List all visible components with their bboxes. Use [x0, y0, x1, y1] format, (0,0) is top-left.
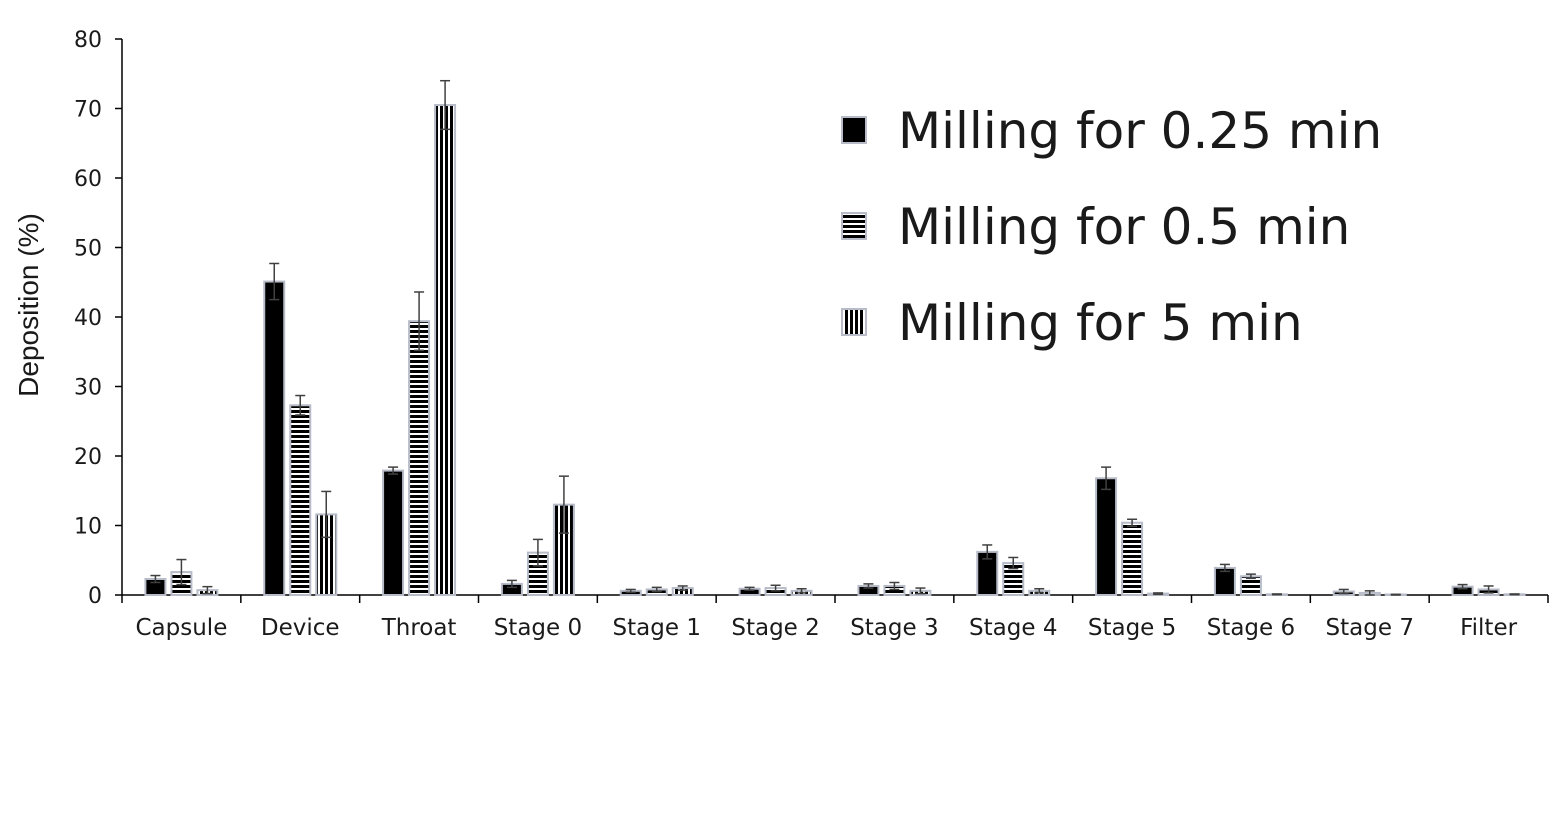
y-tick-label: 40 — [74, 306, 102, 331]
error-bar — [1245, 573, 1256, 580]
error-bar — [150, 574, 161, 584]
error-bar — [982, 544, 993, 560]
legend: Milling for 0.25 min Milling for 0.5 min M… — [841, 102, 1382, 352]
x-category-label: Device — [261, 615, 340, 641]
error-bar — [915, 587, 926, 595]
error-bar — [176, 558, 187, 586]
error-bar — [1509, 593, 1520, 596]
error-bar — [863, 583, 874, 589]
bar — [1095, 477, 1118, 596]
bar — [263, 280, 286, 596]
y-tick-label: 70 — [74, 98, 102, 123]
error-bar — [1034, 587, 1045, 594]
error-bar — [1271, 593, 1282, 596]
y-tick-label: 50 — [74, 237, 102, 262]
error-bar — [889, 581, 900, 591]
y-tick-label: 20 — [74, 445, 102, 470]
x-category-label: Throat — [381, 615, 457, 641]
x-category-label: Filter — [1460, 615, 1518, 641]
x-category-label: Stage 0 — [494, 615, 582, 641]
bar — [434, 104, 457, 597]
legend-item: Milling for 0.25 min — [841, 102, 1382, 160]
error-bar — [1338, 588, 1349, 595]
x-axis-ticks: Capsule Device Throat Stage 0 Stage 1 Stage 2… — [121, 595, 1549, 641]
error-bar — [770, 584, 781, 592]
y-tick-label: 10 — [74, 515, 102, 540]
error-bar — [388, 466, 399, 475]
y-axis-ticks: 0 10 20 30 40 50 60 70 80 — [74, 28, 122, 609]
error-bar — [440, 79, 451, 131]
bar — [382, 469, 405, 596]
legend-item: Milling for 5 min — [841, 294, 1303, 352]
error-bar — [625, 588, 636, 593]
error-bar — [1390, 593, 1401, 596]
y-tick-label: 60 — [74, 167, 102, 192]
x-category-label: Capsule — [135, 615, 227, 641]
error-bar — [295, 394, 306, 416]
error-bar — [796, 587, 807, 594]
error-bar — [1457, 583, 1468, 590]
error-bar — [1219, 563, 1230, 573]
legend-swatch — [841, 212, 867, 240]
legend-label: Milling for 0.5 min — [898, 198, 1350, 256]
error-bar — [506, 579, 517, 589]
legend-label: Milling for 0.25 min — [898, 102, 1382, 160]
legend-label: Milling for 5 min — [898, 294, 1303, 352]
error-bar — [651, 586, 662, 593]
bar — [408, 320, 431, 596]
x-category-label: Stage 1 — [613, 615, 701, 641]
error-bars-group — [150, 79, 1520, 596]
x-category-label: Stage 3 — [850, 615, 938, 641]
x-category-label: Stage 5 — [1088, 615, 1176, 641]
y-tick-label: 80 — [74, 28, 102, 53]
bar — [289, 404, 312, 597]
bar — [1121, 521, 1144, 596]
legend-item: Milling for 0.5 min — [841, 198, 1350, 256]
error-bar — [1127, 518, 1138, 527]
x-category-label: Stage 6 — [1207, 615, 1295, 641]
error-bar — [269, 262, 280, 301]
error-bar — [558, 475, 569, 534]
y-tick-label: 0 — [88, 584, 102, 609]
x-category-label: Stage 2 — [731, 615, 819, 641]
error-bar — [1101, 466, 1112, 491]
x-category-label: Stage 4 — [969, 615, 1057, 641]
bars-group — [144, 104, 1526, 597]
error-bar — [202, 585, 213, 595]
error-bar — [321, 490, 332, 539]
legend-swatch — [841, 116, 867, 144]
y-axis-title: Deposition (%) — [13, 213, 44, 397]
error-bar — [1153, 592, 1164, 596]
plot-area: 0 10 20 30 40 50 60 70 80 Capsule Device Throat Sta… — [74, 28, 1549, 641]
legend-swatch — [841, 308, 867, 336]
error-bar — [677, 585, 688, 591]
error-bar — [1008, 556, 1019, 570]
x-category-label: Stage 7 — [1326, 615, 1414, 641]
error-bar — [1364, 590, 1375, 596]
y-tick-label: 30 — [74, 376, 102, 401]
error-bar — [532, 538, 543, 567]
error-bar — [414, 291, 425, 352]
error-bar — [1483, 585, 1494, 594]
error-bar — [744, 586, 755, 591]
